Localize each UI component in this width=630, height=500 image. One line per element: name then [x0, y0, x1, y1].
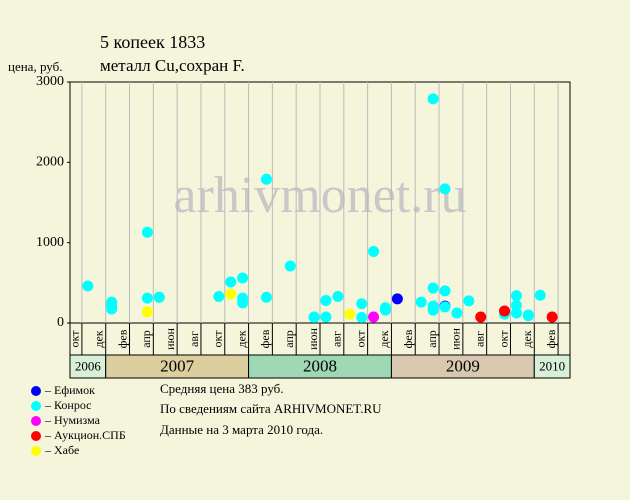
data-point: [510, 290, 522, 302]
x-tick-label: фев: [115, 329, 129, 348]
chart-subtitle: металл Cu,сохран F.: [100, 56, 245, 75]
data-point: [141, 306, 153, 318]
x-tick-label: дек: [520, 330, 534, 347]
y-tick-label: 3000: [36, 74, 64, 89]
data-point: [106, 296, 118, 308]
data-point: [356, 298, 368, 310]
year-label: 2007: [160, 356, 195, 375]
x-tick-label: фев: [258, 329, 272, 348]
y-axis-label: цена, руб.: [8, 59, 62, 74]
data-point: [141, 292, 153, 304]
legend-marker: [31, 401, 41, 411]
x-tick-label: авг: [187, 331, 201, 347]
note: Данные на 3 марта 2010 года.: [160, 422, 323, 437]
data-point: [534, 289, 546, 301]
data-point: [475, 311, 487, 323]
data-point: [344, 308, 356, 320]
data-point: [510, 299, 522, 311]
x-tick-label: июн: [306, 328, 320, 350]
data-point: [427, 93, 439, 105]
y-tick-label: 0: [57, 315, 64, 330]
year-label: 2009: [446, 356, 480, 375]
x-tick-label: фев: [401, 329, 415, 348]
data-point: [439, 183, 451, 195]
x-tick-label: фев: [544, 329, 558, 348]
data-point: [320, 295, 332, 307]
legend-label: – Конрос: [44, 398, 91, 412]
legend-marker: [31, 431, 41, 441]
x-tick-label: дек: [92, 330, 106, 347]
x-tick-label: апр: [425, 330, 439, 348]
x-tick-label: июн: [449, 328, 463, 350]
data-point: [379, 304, 391, 316]
data-point: [320, 311, 332, 323]
data-point: [499, 305, 511, 317]
data-point: [260, 173, 272, 185]
chart-title: 5 копеек 1833: [100, 32, 205, 52]
x-tick-label: окт: [496, 330, 510, 348]
y-tick-label: 2000: [36, 155, 64, 170]
x-tick-label: июн: [163, 328, 177, 350]
legend-label: – Хабе: [44, 443, 79, 457]
note: Средняя цена 383 руб.: [160, 381, 284, 396]
legend-marker: [31, 416, 41, 426]
data-point: [225, 276, 237, 288]
year-label: 2008: [303, 356, 337, 375]
x-tick-label: дек: [234, 330, 248, 347]
data-point: [153, 291, 165, 303]
data-point: [427, 300, 439, 312]
x-tick-label: авг: [330, 331, 344, 347]
x-tick-label: окт: [68, 330, 82, 348]
legend-label: – Нумизма: [44, 413, 101, 427]
year-label: 2010: [539, 358, 565, 373]
legend-label: – Ефимок: [44, 383, 95, 397]
data-point: [213, 290, 225, 302]
x-tick-label: дек: [377, 330, 391, 347]
data-point: [237, 292, 249, 304]
x-tick-label: авг: [472, 331, 486, 347]
note: По сведениям сайта ARHIVMONET.RU: [160, 401, 382, 416]
data-point: [332, 290, 344, 302]
y-tick-label: 1000: [36, 235, 64, 250]
data-point: [368, 246, 380, 258]
data-point: [510, 307, 522, 319]
data-point: [546, 311, 558, 323]
x-tick-label: окт: [353, 330, 367, 348]
x-tick-label: апр: [139, 330, 153, 348]
data-point: [82, 280, 94, 292]
data-point: [308, 311, 320, 323]
data-point: [439, 301, 451, 313]
data-point: [463, 295, 475, 307]
data-point: [522, 310, 534, 322]
data-point: [284, 260, 296, 272]
legend-label: – Аукцион.СПБ: [44, 428, 126, 442]
data-point: [415, 296, 427, 308]
data-point: [356, 311, 368, 323]
year-label: 2006: [75, 358, 102, 373]
x-tick-label: окт: [211, 330, 225, 348]
data-point: [225, 288, 237, 300]
data-point: [439, 285, 451, 297]
x-tick-label: апр: [282, 330, 296, 348]
data-point: [141, 226, 153, 238]
data-point: [260, 291, 272, 303]
data-point: [451, 307, 463, 319]
legend-marker: [31, 446, 41, 456]
legend-marker: [31, 386, 41, 396]
data-point: [427, 282, 439, 294]
data-point: [368, 311, 380, 323]
data-point: [391, 293, 403, 305]
data-point: [237, 272, 249, 284]
